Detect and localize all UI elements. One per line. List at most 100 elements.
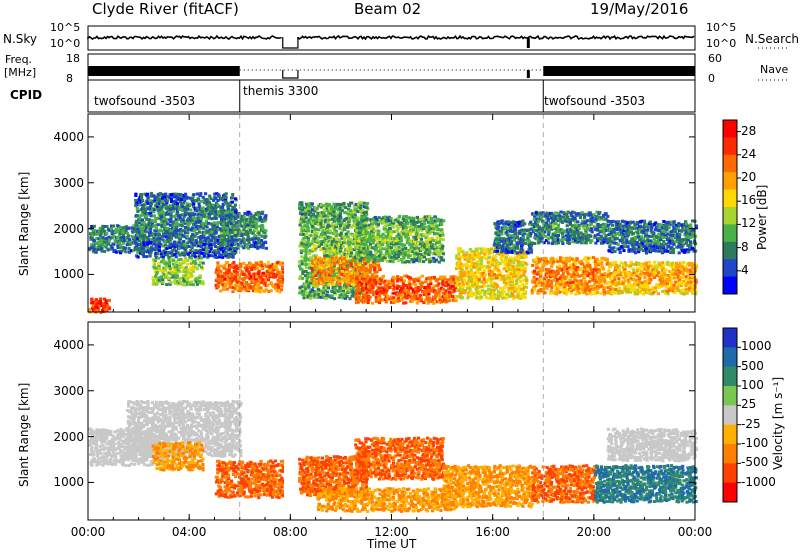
power-cell-1 <box>134 219 139 223</box>
power-cell-6 <box>334 253 338 257</box>
power-cell-6 <box>361 250 365 254</box>
power-cell-0 <box>100 246 104 250</box>
power-cell-2 <box>181 261 185 265</box>
power-cell-4 <box>234 242 238 246</box>
power-cell-1 <box>158 236 162 240</box>
power-cell-10 <box>489 280 493 284</box>
power-cell-6 <box>302 236 306 240</box>
power-cell-1 <box>212 249 217 253</box>
power-cell-6 <box>326 255 330 259</box>
power-cell-6 <box>332 252 336 256</box>
power-cell-2 <box>185 278 189 282</box>
power-cell-6 <box>300 255 304 259</box>
power-cell-2 <box>173 269 177 273</box>
power-cell-3 <box>254 290 258 293</box>
power-cell-5 <box>96 308 100 312</box>
power-cell-1 <box>197 243 201 247</box>
power-cell-1 <box>222 249 226 253</box>
power-cell-2 <box>169 280 173 284</box>
power-cell-3 <box>275 289 279 293</box>
power-cell-8 <box>374 281 378 285</box>
power-cell-7 <box>350 271 354 275</box>
power-cell-10 <box>467 284 471 288</box>
power-cell-0 <box>110 230 114 234</box>
power-cell-6 <box>351 224 355 228</box>
power-cell-6 <box>324 218 328 222</box>
power-cell-3 <box>232 260 236 264</box>
power-cell-4 <box>254 245 258 249</box>
power-cell-6 <box>327 239 331 243</box>
power-cell-0 <box>92 224 96 228</box>
power-cell-8 <box>360 279 364 283</box>
power-cell-8 <box>373 293 377 297</box>
power-cell-1 <box>190 236 195 240</box>
power-cell-9 <box>412 255 417 259</box>
power-cell-6 <box>328 294 332 298</box>
power-cell-1 <box>213 241 217 244</box>
power-cell-6 <box>298 206 302 210</box>
power-cell-9 <box>411 257 415 261</box>
power-cell-3 <box>245 264 249 268</box>
power-cell-7 <box>330 263 334 267</box>
power-cell-5 <box>104 301 108 305</box>
power-cell-3 <box>280 274 284 278</box>
power-cell-1 <box>149 237 154 241</box>
power-cell-6 <box>302 282 306 286</box>
freq-band-3 <box>543 66 695 76</box>
power-cell-6 <box>333 286 337 290</box>
power-cell-8 <box>367 298 371 302</box>
power-cell-1 <box>167 229 171 233</box>
power-cell-11 <box>500 219 504 223</box>
power-cell-1 <box>216 238 220 242</box>
power-cell-2 <box>151 258 156 262</box>
power-cell-6 <box>363 213 367 217</box>
power-cell-1 <box>148 241 153 245</box>
power-cell-2 <box>162 272 166 276</box>
power-cell-1 <box>216 203 220 207</box>
power-cell-2 <box>165 274 169 278</box>
power-cell-4 <box>230 243 234 247</box>
power-cell-2 <box>189 261 193 265</box>
power-cell-7 <box>351 267 355 271</box>
power-cell-10 <box>496 264 500 268</box>
power-cell-6 <box>306 226 310 230</box>
power-cell-7 <box>368 266 372 270</box>
power-cell-1 <box>172 202 176 206</box>
power-cell-6 <box>309 294 314 298</box>
power-cell-1 <box>176 244 180 248</box>
power-cell-6 <box>305 277 309 281</box>
power-cell-4 <box>253 234 257 237</box>
power-cell-10 <box>498 271 502 275</box>
power-cell-4 <box>257 233 261 237</box>
power-cell-0 <box>88 247 92 251</box>
power-cell-0 <box>96 245 100 249</box>
power-cell-1 <box>149 202 154 206</box>
power-cell-8 <box>354 299 359 303</box>
power-cell-9 <box>362 216 366 219</box>
power-cell-7 <box>339 256 343 260</box>
power-cell-1 <box>140 231 144 234</box>
power-cell-7 <box>331 259 335 263</box>
power-cell-2 <box>166 264 170 268</box>
power-cell-2 <box>151 277 155 281</box>
power-cell-6 <box>328 281 332 285</box>
power-cell-1 <box>149 239 153 243</box>
power-cell-4 <box>225 226 229 230</box>
power-cell-6 <box>301 238 305 242</box>
power-cell-2 <box>155 276 159 280</box>
power-cell-3 <box>232 286 236 290</box>
power-cell-7 <box>373 270 377 274</box>
power-cell-10 <box>495 283 499 287</box>
power-cell-3 <box>251 285 255 289</box>
power-cell-4 <box>227 236 231 240</box>
power-cell-1 <box>139 193 144 196</box>
power-cell-1 <box>167 235 172 239</box>
power-cell-10 <box>480 250 484 254</box>
power-cell-10 <box>478 289 482 293</box>
power-cell-4 <box>245 243 249 247</box>
power-cell-1 <box>207 231 211 235</box>
power-cell-7 <box>321 273 325 277</box>
power-cell-3 <box>264 264 269 268</box>
power-cell-9 <box>389 246 393 250</box>
power-cell-6 <box>337 295 341 299</box>
